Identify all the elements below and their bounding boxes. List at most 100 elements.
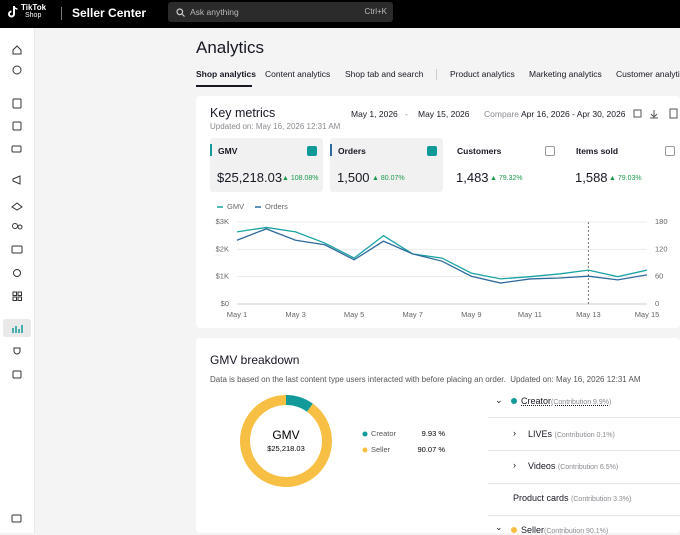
active-nav (3, 319, 31, 337)
tab[interactable]: Shop analytics (196, 69, 256, 79)
y2-tick-label: 60 (655, 272, 663, 281)
date-start[interactable]: May 1, 2026 (351, 109, 398, 119)
metric-value: 1,588 (575, 170, 608, 185)
metric-name: Customers (457, 146, 502, 156)
page-title: Analytics (196, 38, 265, 57)
contribution: (Contribution 6.5%) (557, 464, 619, 471)
separator (61, 7, 62, 20)
logo-bottom: Shop (25, 12, 42, 19)
donut-segment (240, 395, 332, 487)
x-tick-label: May 5 (344, 310, 364, 319)
nav-icons (11, 45, 23, 523)
donut-center-label: GMV (272, 428, 299, 442)
tree-label: Videos (Contribution 6.5%) (528, 461, 618, 471)
legend-label: Seller (371, 445, 391, 454)
logo-icon (8, 5, 18, 18)
metric-card[interactable]: Customers 1,483 ▲ 79.32% (449, 138, 562, 192)
metric-accent (330, 144, 332, 156)
contribution: (Contribution 3.3%) (571, 496, 632, 503)
metric-name: Items sold (576, 146, 619, 156)
tab-separator (436, 69, 437, 80)
logo-top: TikTok (21, 3, 47, 12)
search-icon (176, 8, 185, 17)
metric-card[interactable]: Orders 1,500 ▲ 80.07% (330, 138, 443, 192)
y-tick-label: $3K (216, 217, 229, 226)
card-title: GMV breakdown (210, 353, 300, 367)
compare-range[interactable]: Apr 16, 2026 - Apr 30, 2026 (521, 109, 626, 119)
tree-text: Seller (521, 525, 545, 535)
top-bar: TikTok Shop Seller Center Ask anything C… (0, 0, 680, 28)
tree-text: Product cards (513, 493, 569, 503)
metric-value: 1,483 (456, 170, 489, 185)
y2-tick-label: 180 (655, 217, 668, 226)
legend-label: GMV (227, 202, 244, 211)
y-tick-label: $1K (216, 272, 229, 281)
caret[interactable]: › (513, 428, 516, 438)
tree-label: Seller(Contribution 90.1%) (521, 525, 608, 535)
change-value: 79.03% (617, 175, 642, 182)
metric-name: Orders (338, 146, 366, 156)
metric-value: 1,500 (337, 170, 370, 185)
metric-change: ▲ 79.32% (490, 175, 523, 182)
change-value: 108.08% (290, 175, 319, 182)
tree-text: Videos (528, 461, 556, 471)
donut-segment (285, 395, 313, 412)
legend-label: Orders (265, 202, 288, 211)
y-tick-label: $2K (216, 244, 229, 253)
search-placeholder: Ask anything (190, 7, 239, 17)
x-tick-label: May 15 (635, 310, 660, 319)
note: Data is based on the last content type u… (210, 375, 641, 384)
note-text: Data is based on the last content type u… (210, 375, 506, 384)
donut-chart: GMV $25,218.03 Creator 9.93 % Seller 90.07 … (240, 395, 446, 487)
caret[interactable]: ⌄ (495, 522, 503, 532)
divider (488, 417, 680, 418)
tree-label: LIVEs (Contribution 0.1%) (528, 429, 615, 439)
checkbox[interactable] (307, 146, 317, 156)
x-tick-label: May 13 (576, 310, 601, 319)
change-value: 80.07% (380, 175, 405, 182)
metric-value: $25,218.03 (217, 170, 283, 185)
tab[interactable]: Marketing analytics (529, 69, 602, 79)
metric-name: GMV (218, 146, 238, 156)
metric-card[interactable]: Items sold 1,588 ▲ 79.03% (568, 138, 680, 192)
metric-change: ▲ 80.07% (372, 175, 405, 182)
x-tick-label: May 7 (402, 310, 422, 319)
updated: Updated on: May 16, 2026 12:31 AM (510, 375, 641, 384)
series-line (236, 228, 648, 284)
y-tick-label: $0 (221, 299, 229, 308)
checkbox[interactable] (545, 146, 555, 156)
checkbox[interactable] (665, 146, 675, 156)
contribution: (Contribution 9.9%) (551, 399, 612, 406)
caret[interactable]: ⌄ (495, 395, 503, 405)
contribution: (Contribution 90.1%) (544, 528, 609, 535)
series-line (236, 226, 648, 280)
metric-change: ▲ 79.03% (609, 175, 642, 182)
y2-tick-label: 0 (655, 299, 659, 308)
date-end[interactable]: May 15, 2026 (418, 109, 470, 119)
tree-dot (511, 527, 517, 533)
tree-dot (511, 398, 517, 404)
tab[interactable]: Content analytics (265, 69, 331, 79)
donut-center-value: $25,218.03 (267, 444, 305, 453)
app-name[interactable]: Seller Center (72, 6, 147, 20)
divider (488, 483, 680, 484)
tab[interactable]: Shop tab and search (345, 69, 424, 79)
caret[interactable]: › (513, 460, 516, 470)
checkbox[interactable] (427, 146, 437, 156)
key-metrics-card (196, 96, 680, 328)
legend-dot (362, 431, 368, 437)
legend-value: 90.07 % (417, 445, 445, 454)
search-box[interactable]: Ask anything Ctrl+K (168, 2, 393, 22)
metric-accent (210, 144, 212, 156)
tab[interactable]: Customer analytics (616, 69, 680, 79)
divider (488, 450, 680, 451)
compare-label: Compare (484, 109, 519, 119)
x-tick-label: May 9 (461, 310, 481, 319)
contribution: (Contribution 0.1%) (554, 432, 615, 439)
metric-card[interactable]: GMV $25,218.03 ▲ 108.08% (210, 138, 323, 192)
tab[interactable]: Product analytics (450, 69, 515, 79)
toolbar-icons[interactable] (630, 108, 680, 120)
legend-label: Creator (371, 429, 397, 438)
tree-text: LIVEs (528, 429, 553, 439)
legend-value: 9.93 % (422, 429, 446, 438)
